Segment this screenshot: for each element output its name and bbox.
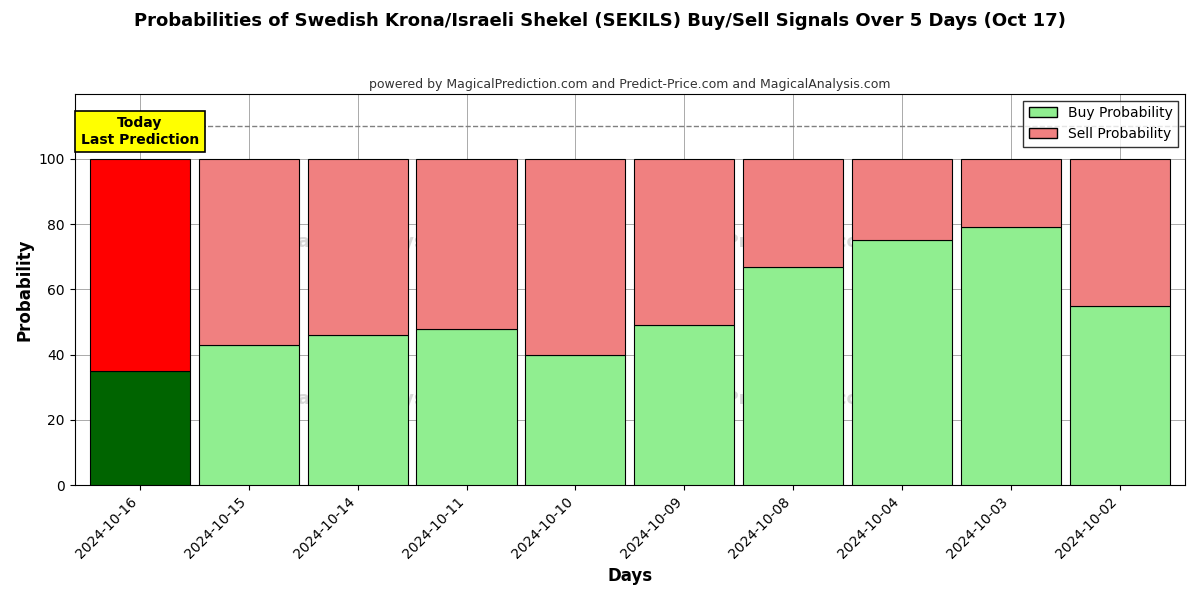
Y-axis label: Probability: Probability xyxy=(16,238,34,341)
Text: MagicalPrediction.com: MagicalPrediction.com xyxy=(648,390,878,408)
Bar xyxy=(90,371,190,485)
Bar xyxy=(199,159,299,345)
Bar xyxy=(307,159,408,335)
Bar xyxy=(1069,159,1170,305)
Title: powered by MagicalPrediction.com and Predict-Price.com and MagicalAnalysis.com: powered by MagicalPrediction.com and Pre… xyxy=(370,78,890,91)
Bar xyxy=(199,345,299,485)
Bar xyxy=(416,329,517,485)
Bar xyxy=(526,355,625,485)
X-axis label: Days: Days xyxy=(607,567,653,585)
Text: MagicalAnalysis.com: MagicalAnalysis.com xyxy=(281,390,491,408)
Bar xyxy=(743,159,844,266)
Bar xyxy=(852,241,952,485)
Bar xyxy=(961,159,1061,227)
Bar xyxy=(852,159,952,241)
Text: Probabilities of Swedish Krona/Israeli Shekel (SEKILS) Buy/Sell Signals Over 5 D: Probabilities of Swedish Krona/Israeli S… xyxy=(134,12,1066,30)
Bar xyxy=(1069,305,1170,485)
Bar xyxy=(743,266,844,485)
Bar xyxy=(634,159,734,325)
Bar xyxy=(961,227,1061,485)
Legend: Buy Probability, Sell Probability: Buy Probability, Sell Probability xyxy=(1024,100,1178,146)
Text: MagicalPrediction.com: MagicalPrediction.com xyxy=(648,233,878,251)
Text: Today
Last Prediction: Today Last Prediction xyxy=(80,116,199,146)
Bar xyxy=(307,335,408,485)
Text: MagicalAnalysis.com: MagicalAnalysis.com xyxy=(281,233,491,251)
Bar xyxy=(634,325,734,485)
Bar xyxy=(90,159,190,371)
Bar xyxy=(416,159,517,329)
Bar xyxy=(526,159,625,355)
